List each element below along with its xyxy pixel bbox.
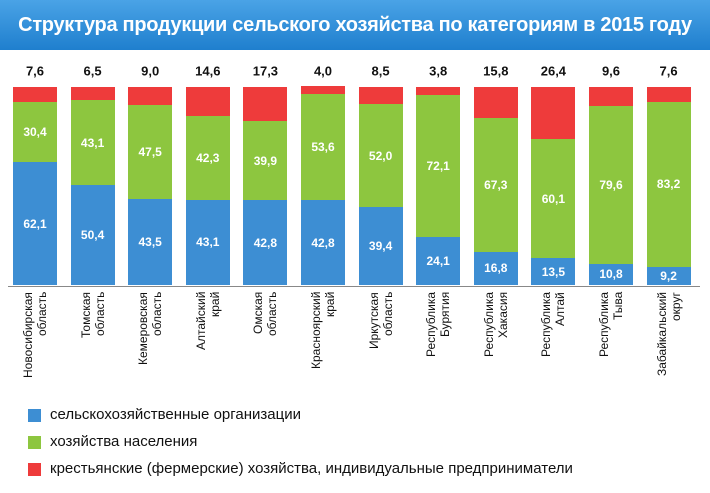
bar-segment xyxy=(358,206,403,285)
x-tick-label: Кемеровская область xyxy=(136,292,165,365)
data-label: 42,3 xyxy=(196,150,220,165)
data-label: 9,6 xyxy=(601,63,621,79)
bar-segment xyxy=(301,94,345,201)
data-label: 50,4 xyxy=(80,228,105,243)
data-label: 42,8 xyxy=(311,235,335,250)
data-label: 79,6 xyxy=(599,177,623,192)
legend-label: сельскохозяйственные организации xyxy=(50,406,301,423)
x-tick-label: Новосибирская область xyxy=(21,292,49,378)
bar-segment xyxy=(358,87,403,105)
data-label: 10,8 xyxy=(599,267,623,282)
legend-swatch xyxy=(28,463,41,476)
bar-segment xyxy=(185,115,230,200)
legend-label: крестьянские (фермерские) хозяйства, инд… xyxy=(50,460,573,477)
bar-segment xyxy=(416,94,461,238)
data-label: 6,5 xyxy=(83,63,102,79)
data-label: 39,4 xyxy=(368,238,393,253)
bar-segment xyxy=(589,87,633,106)
bar-segment xyxy=(70,99,115,186)
bar-segment xyxy=(243,87,288,122)
bar-segment xyxy=(531,139,576,259)
baseline xyxy=(8,286,700,287)
legend-swatch xyxy=(28,409,41,422)
x-tick-label: Забайкальский округ xyxy=(654,292,683,376)
bar-segment xyxy=(128,87,173,105)
data-label: 83,2 xyxy=(656,177,681,192)
bar-segment xyxy=(646,266,691,285)
data-label: 9,2 xyxy=(660,268,677,283)
data-label: 62,1 xyxy=(23,216,47,231)
data-label: 15,8 xyxy=(483,63,509,79)
data-label: 47,5 xyxy=(138,144,162,159)
data-label: 67,3 xyxy=(484,178,508,193)
data-label: 16,8 xyxy=(484,261,508,276)
data-label: 43,5 xyxy=(138,234,162,249)
bar-segment xyxy=(358,104,403,207)
x-tick-label: Омская область xyxy=(251,292,280,337)
x-tick-label: Республика Бурятия xyxy=(424,292,453,358)
data-label: 52,0 xyxy=(368,148,393,163)
bar-segment xyxy=(473,118,518,252)
data-label: 13,5 xyxy=(541,264,566,279)
x-tick-label: Республика Хакасия xyxy=(481,292,510,358)
bar-segment xyxy=(243,200,288,285)
data-label: 39,9 xyxy=(253,153,278,168)
data-label: 8,5 xyxy=(371,63,390,79)
data-label: 7,6 xyxy=(25,63,45,79)
data-label: 26,4 xyxy=(540,63,567,79)
bar-segment xyxy=(301,200,345,285)
x-tick-label: Иркутская область xyxy=(366,292,395,349)
data-label: 24,1 xyxy=(426,254,450,269)
x-tick-label: Республика Алтай xyxy=(539,292,568,358)
bar-segment xyxy=(128,104,173,199)
data-label: 9,0 xyxy=(141,63,160,79)
data-label: 7,6 xyxy=(659,63,678,79)
x-tick-label: Томская область xyxy=(78,292,107,339)
data-label: 17,3 xyxy=(252,63,279,79)
data-label: 4,0 xyxy=(313,63,333,79)
bar-segment xyxy=(473,251,518,285)
data-label: 14,6 xyxy=(195,63,221,79)
data-label: 30,4 xyxy=(23,124,47,139)
bar-segment xyxy=(13,86,57,102)
bar-segment xyxy=(70,87,115,100)
bar-segment xyxy=(243,121,288,201)
x-tick-label: Красноярский край xyxy=(309,292,337,370)
bar-segment xyxy=(589,263,633,285)
x-tick-label: Алтайский край xyxy=(193,292,222,351)
bar-segment xyxy=(646,87,691,103)
bar-segment xyxy=(13,162,57,285)
chart-title: Структура продукции сельского хозяйства … xyxy=(0,0,710,50)
legend-label: хозяйства населения xyxy=(50,433,198,450)
bar-segment xyxy=(185,199,230,285)
bar-segment xyxy=(185,87,230,116)
data-label: 43,1 xyxy=(80,135,105,150)
bar-segment xyxy=(70,185,115,285)
legend-swatch xyxy=(28,436,41,449)
bar-segment xyxy=(589,106,633,264)
bar-segment xyxy=(416,87,461,95)
bar-segment xyxy=(646,102,691,267)
bar-segment xyxy=(531,258,576,285)
data-label: 60,1 xyxy=(541,191,566,206)
data-label: 53,6 xyxy=(311,140,335,155)
bar-segment xyxy=(416,237,461,285)
bar-segment xyxy=(128,198,173,285)
bar-segment xyxy=(301,86,345,95)
data-label: 43,1 xyxy=(196,235,220,250)
data-label: 3,8 xyxy=(429,63,448,79)
x-tick-label: Республика Тыва xyxy=(597,292,625,358)
bar-segment xyxy=(531,87,576,140)
bar-segment xyxy=(473,87,518,119)
bar-segment xyxy=(13,101,57,163)
data-label: 42,8 xyxy=(253,235,278,250)
data-label: 72,1 xyxy=(426,158,450,173)
